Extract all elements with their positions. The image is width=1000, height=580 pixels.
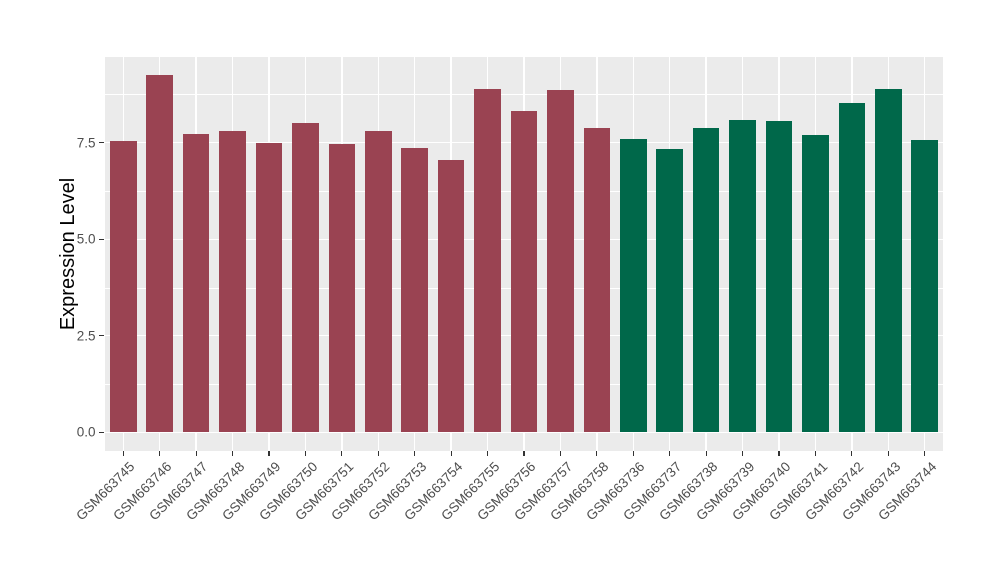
x-tick-mark (778, 451, 780, 456)
bar-GSM663757 (547, 90, 574, 433)
x-tick-mark (814, 451, 817, 456)
bar-GSM663744 (911, 140, 939, 433)
x-tick-mark (304, 451, 306, 456)
bar-GSM663740 (765, 121, 793, 433)
bar-GSM663756 (510, 110, 538, 433)
x-tick-mark (159, 451, 161, 456)
y-tick-label: 0.0 (76, 424, 96, 440)
bar-GSM663745 (109, 140, 137, 433)
bar-GSM663737 (656, 149, 684, 433)
bar-GSM663746 (146, 74, 173, 433)
y-tick-label: 5.0 (76, 231, 96, 247)
y-tick-mark (98, 142, 104, 144)
x-tick-mark (523, 451, 525, 456)
x-tick-mark (596, 451, 598, 456)
x-tick-mark (669, 451, 671, 456)
x-tick-mark (705, 451, 707, 456)
bar-GSM663758 (583, 127, 611, 433)
x-tick-mark (559, 451, 561, 456)
bar-GSM663743 (875, 89, 902, 433)
bar-GSM663754 (437, 160, 465, 433)
bar-GSM663749 (255, 143, 283, 433)
y-tick-mark (98, 335, 104, 337)
x-tick-mark (268, 451, 270, 456)
bar-GSM663748 (219, 130, 246, 433)
x-tick-mark (450, 451, 452, 456)
y-axis-title: Expression Level (57, 177, 79, 331)
x-tick-mark (487, 451, 489, 456)
bar-GSM663750 (292, 122, 319, 433)
bar-GSM663753 (401, 147, 428, 433)
bar-GSM663752 (364, 131, 392, 433)
bar-GSM663742 (838, 102, 866, 433)
bar-GSM663738 (692, 128, 720, 433)
x-tick-mark (851, 451, 853, 456)
bar-GSM663747 (182, 134, 210, 433)
x-tick-mark (924, 451, 926, 456)
y-tick-label: 2.5 (76, 328, 96, 344)
x-tick-mark (231, 451, 234, 456)
bar-GSM663739 (729, 120, 756, 433)
y-tick-mark (98, 431, 104, 433)
bar-GSM663736 (620, 138, 647, 433)
x-tick-mark (195, 451, 197, 456)
plot-panel (105, 57, 943, 451)
x-tick-mark (377, 451, 379, 456)
y-tick-label: 7.5 (76, 134, 96, 150)
y-tick-mark (98, 238, 104, 240)
x-tick-mark (122, 451, 124, 456)
bar-GSM663741 (802, 134, 829, 433)
x-tick-mark (341, 451, 343, 456)
x-tick-mark (742, 451, 744, 456)
x-tick-mark (887, 451, 889, 456)
bar-GSM663751 (328, 144, 356, 433)
bar-GSM663755 (474, 89, 501, 433)
x-tick-mark (414, 451, 416, 456)
x-tick-mark (632, 451, 634, 456)
